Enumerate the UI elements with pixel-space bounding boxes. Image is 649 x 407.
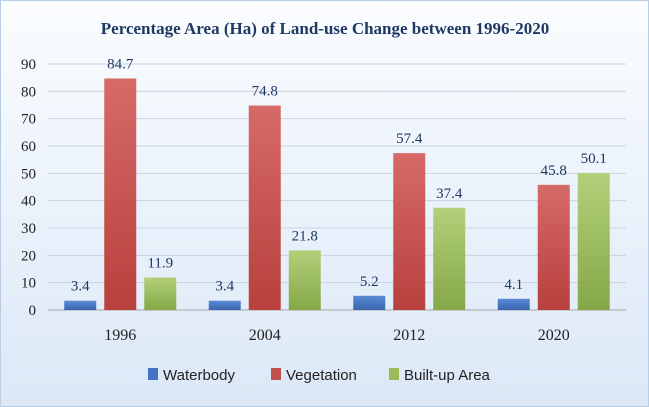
- data-label: 50.1: [581, 151, 607, 167]
- data-label: 37.4: [436, 186, 463, 202]
- data-label: 57.4: [396, 131, 423, 147]
- y-tick-label: 60: [21, 139, 36, 155]
- bar-waterbody-2012: [353, 295, 386, 310]
- bar-built-up-area-2020: [577, 173, 610, 310]
- data-label: 74.8: [252, 84, 278, 100]
- bar-vegetation-2020: [537, 184, 570, 310]
- data-label: 5.2: [360, 274, 379, 290]
- y-tick-label: 10: [21, 276, 36, 292]
- bar-built-up-area-2004: [288, 250, 321, 310]
- y-tick-label: 40: [21, 194, 36, 210]
- bar-waterbody-2004: [208, 300, 241, 310]
- data-label: 3.4: [215, 279, 234, 295]
- data-label: 3.4: [71, 279, 90, 295]
- y-tick-label: 50: [21, 166, 36, 182]
- bar-waterbody-1996: [64, 300, 97, 310]
- data-labels: 3.4 84.7 11.9 3.4 74.8 21.8 5.2 57.4 37.4 4.1 45.8…: [71, 56, 607, 294]
- bar-vegetation-2012: [393, 153, 426, 310]
- bar-vegetation-1996: [104, 78, 137, 310]
- bar-built-up-area-1996: [144, 277, 177, 310]
- x-axis-ticks: 1996 2004 2012 2020: [104, 327, 570, 344]
- y-tick-label: 80: [21, 84, 36, 100]
- legend-swatch-built-up-area: [389, 368, 399, 380]
- x-tick-label: 1996: [104, 327, 136, 344]
- chart-title: Percentage Area (Ha) of Land-use Change …: [101, 19, 549, 38]
- legend-label: Waterbody: [163, 367, 235, 384]
- data-label: 11.9: [147, 255, 173, 271]
- data-label: 45.8: [541, 163, 567, 179]
- data-label: 84.7: [107, 56, 134, 72]
- legend-label: Vegetation: [286, 367, 357, 384]
- x-tick-label: 2004: [249, 327, 281, 344]
- y-axis-ticks: 0 10 20 30 40 50 60 70 80 90: [21, 57, 36, 319]
- legend: Waterbody Vegetation Built-up Area: [148, 367, 491, 384]
- y-tick-label: 30: [21, 221, 36, 237]
- legend-swatch-vegetation: [271, 368, 281, 380]
- bar-waterbody-2020: [497, 298, 530, 310]
- bars: [64, 78, 610, 311]
- bar-built-up-area-2012: [433, 207, 466, 310]
- y-tick-label: 90: [21, 57, 36, 73]
- data-label: 21.8: [292, 228, 318, 244]
- y-tick-label: 20: [21, 248, 36, 264]
- x-tick-label: 2020: [538, 327, 570, 344]
- x-tick-label: 2012: [393, 327, 425, 344]
- bar-vegetation-2004: [248, 105, 281, 311]
- legend-label: Built-up Area: [404, 367, 491, 384]
- legend-swatch-waterbody: [148, 368, 158, 380]
- y-tick-label: 70: [21, 112, 36, 128]
- data-label: 4.1: [504, 277, 523, 293]
- y-tick-label: 0: [29, 303, 37, 319]
